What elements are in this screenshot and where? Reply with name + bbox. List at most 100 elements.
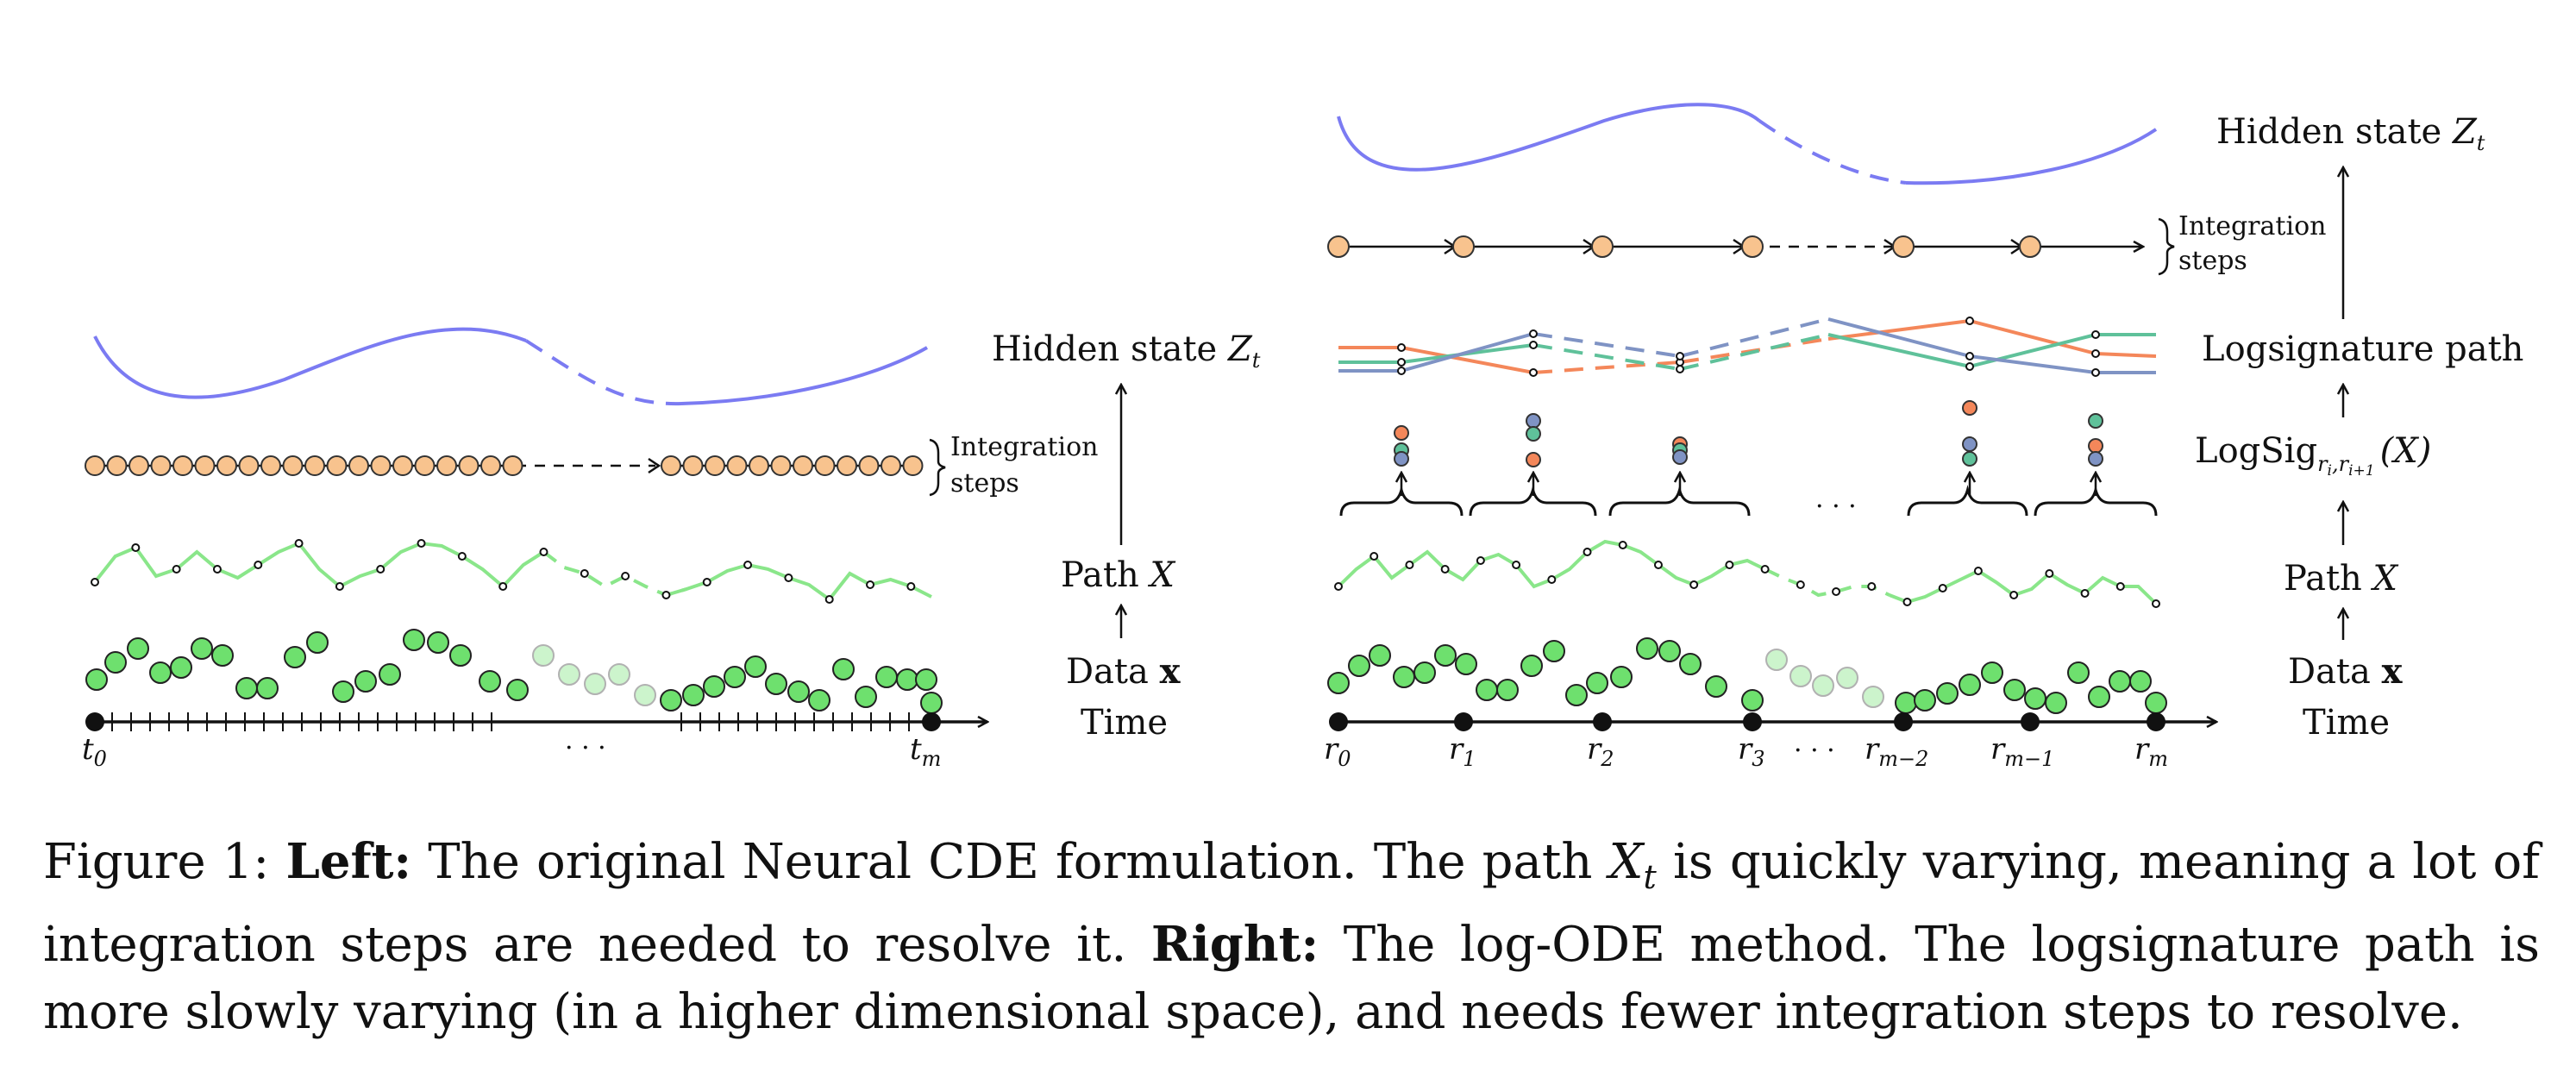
logsig-coefficient-dot	[2088, 438, 2103, 454]
path-sample-point	[2045, 569, 2054, 578]
data-point	[1393, 666, 1415, 688]
path-sample-point	[2152, 599, 2160, 608]
data-point	[1610, 666, 1633, 688]
integration-step-node	[260, 455, 281, 476]
data-point	[1789, 665, 1812, 687]
data-point	[1862, 686, 1884, 708]
data-point	[608, 663, 630, 686]
data-point	[2109, 670, 2131, 693]
right-hidden-state-label: Hidden state Zt	[2216, 112, 2485, 155]
data-point	[1636, 637, 1658, 660]
path-sample-point	[621, 572, 630, 580]
data-point	[1741, 689, 1764, 712]
left-axis-end-dot	[922, 712, 941, 731]
integration-step-node	[502, 455, 523, 476]
data-point	[558, 663, 580, 686]
left-integration-label-1: Integration	[950, 432, 1098, 462]
axis-node-dot	[1593, 712, 1612, 731]
path-sample-point	[172, 565, 181, 574]
integration-step-node	[793, 455, 813, 476]
left-axis-end-label: tm	[910, 732, 941, 771]
data-point	[332, 680, 354, 703]
integration-step-node	[348, 455, 369, 476]
logsig-coefficient-dot	[1672, 449, 1688, 465]
path-sample-point	[661, 591, 671, 599]
data-point	[306, 631, 329, 654]
data-point	[744, 655, 767, 678]
integration-step-node	[1741, 235, 1764, 258]
data-point	[1520, 655, 1543, 677]
data-point	[855, 686, 877, 708]
data-point	[1348, 655, 1370, 677]
data-point	[1765, 649, 1788, 671]
integration-step-node	[326, 455, 348, 476]
path-sample-point	[1334, 582, 1343, 591]
logsig-coefficient-dot	[1394, 425, 1409, 441]
path-sample-point	[866, 580, 875, 589]
data-point	[506, 679, 529, 701]
data-point	[427, 631, 449, 654]
path-sample-point	[498, 582, 508, 591]
right-interval-braces	[1339, 485, 2158, 517]
path-sample-point	[1583, 548, 1592, 556]
integration-step-node	[858, 455, 880, 476]
integration-step-node	[682, 455, 704, 476]
data-point	[1327, 672, 1350, 694]
data-point	[127, 637, 149, 660]
left-integration-steps	[85, 455, 924, 476]
data-point	[1812, 674, 1834, 697]
data-point	[787, 680, 810, 703]
left-axis-ellipsis: · · ·	[565, 733, 606, 763]
logsig-coefficient-dot	[2088, 451, 2103, 467]
integration-step-node	[150, 455, 172, 476]
integration-step-node	[661, 455, 681, 476]
logsig-coefficient-dot	[1526, 452, 1541, 467]
data-point	[1455, 653, 1477, 675]
data-point	[2129, 670, 2152, 693]
data-point	[1679, 653, 1702, 675]
left-axis-start-dot	[85, 712, 104, 731]
integration-step-node	[370, 455, 392, 476]
left-data-points	[85, 629, 943, 714]
right-integration-label-1: Integration	[2178, 211, 2326, 241]
right-time-label: Time	[2303, 703, 2390, 743]
left-integration-steps-connector	[535, 457, 661, 474]
data-point	[1369, 644, 1391, 667]
axis-node-dot	[2147, 712, 2165, 731]
axis-tick-label: r3	[1738, 732, 1765, 771]
data-point	[920, 692, 943, 714]
right-path-label: Path X	[2284, 559, 2399, 599]
path-sample-point	[131, 543, 141, 552]
left-integration-label-2: steps	[950, 468, 1019, 498]
integration-step-node	[902, 455, 924, 476]
integration-step-node	[749, 455, 769, 476]
data-point	[832, 658, 855, 680]
logsig-sample-point	[1529, 329, 1538, 338]
path-sample-point	[1440, 565, 1450, 574]
right-path-x	[1334, 539, 2160, 608]
path-sample-point	[1902, 598, 1912, 606]
data-point	[1543, 640, 1565, 662]
integration-step-node	[458, 455, 479, 476]
logsig-sample-point	[1965, 352, 1974, 360]
path-sample-point	[2115, 582, 2125, 591]
data-point	[896, 668, 918, 691]
right-time-axis	[1329, 712, 2216, 731]
logsig-sample-point	[1529, 341, 1538, 349]
data-point	[1705, 675, 1727, 698]
data-point	[682, 684, 705, 706]
data-point	[1413, 661, 1436, 684]
data-point	[1959, 674, 1981, 696]
data-point	[584, 673, 606, 695]
left-hidden-state-label: Hidden state Zt	[992, 329, 1261, 373]
path-sample-point	[212, 565, 222, 574]
logsig-sample-point	[1397, 367, 1406, 375]
axis-tick-label: rm	[2134, 732, 2168, 771]
right-integration-steps	[1327, 235, 2143, 258]
axis-node-dot	[1454, 712, 1473, 731]
data-point	[284, 646, 306, 668]
integration-step-node	[770, 455, 792, 476]
integration-step-node	[436, 455, 457, 476]
data-point	[1936, 682, 1959, 705]
interval-brace	[1339, 485, 1463, 517]
